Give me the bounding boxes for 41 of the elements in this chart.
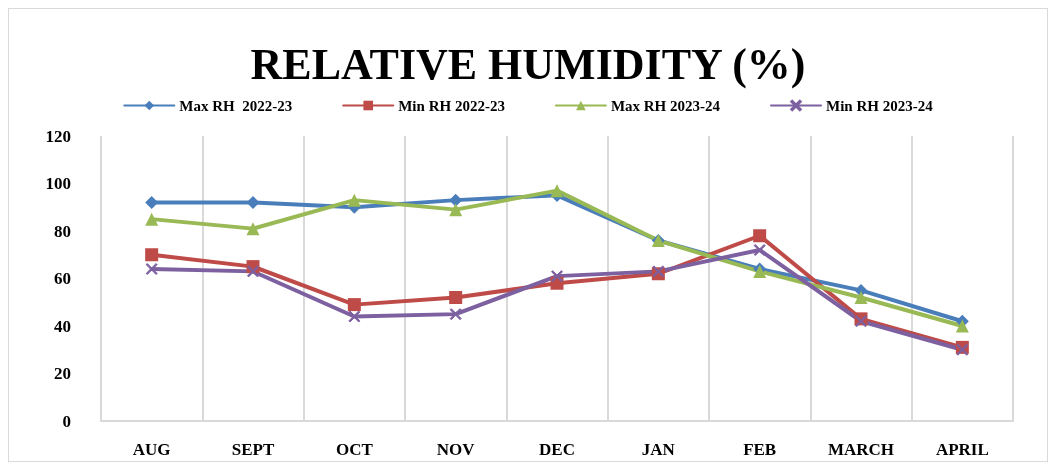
point	[551, 270, 563, 283]
point	[753, 244, 766, 256]
legend-label: Max RH 2022-23	[179, 97, 293, 114]
y-tick-label: 80	[54, 221, 71, 241]
point	[753, 229, 767, 243]
point	[955, 319, 969, 333]
point	[246, 222, 260, 236]
y-tick-label: 0	[62, 411, 71, 431]
x-tick-label: MARCH	[827, 440, 895, 459]
point	[854, 291, 868, 304]
y-tick-label: 60	[54, 269, 71, 288]
point	[347, 298, 361, 312]
y-tick-label: 20	[54, 364, 71, 383]
y-tick-label: 120	[45, 126, 71, 146]
x-tick-label: FEB	[743, 440, 777, 459]
x-tick-label: AUG	[132, 440, 171, 459]
legend-label: Min RH 2022-23	[398, 97, 505, 114]
point	[247, 265, 259, 278]
point	[449, 291, 463, 304]
point	[145, 196, 159, 209]
point	[348, 310, 361, 323]
x-tick-label: APRIL	[935, 440, 989, 459]
y-tick-label: 40	[54, 316, 71, 336]
point	[145, 263, 158, 275]
x-tick-label: JAN	[641, 440, 676, 459]
legend-label: Max RH 2023-24	[610, 97, 721, 114]
point	[449, 193, 463, 207]
point	[145, 248, 159, 262]
x-tick-label: OCT	[335, 440, 374, 459]
point	[347, 193, 361, 207]
point	[449, 203, 463, 217]
y-tick-label: 100	[45, 174, 71, 193]
point	[449, 308, 462, 321]
x-tick-label: NOV	[436, 440, 476, 459]
legend-label: Min RH 2023-24	[826, 97, 934, 114]
chart-title: RELATIVE HUMIDITY (%)	[250, 39, 806, 89]
x-tick-label: DEC	[539, 440, 575, 459]
point	[145, 212, 159, 226]
point	[246, 196, 260, 209]
x-tick-label: SEPT	[231, 440, 275, 459]
point	[550, 184, 564, 198]
